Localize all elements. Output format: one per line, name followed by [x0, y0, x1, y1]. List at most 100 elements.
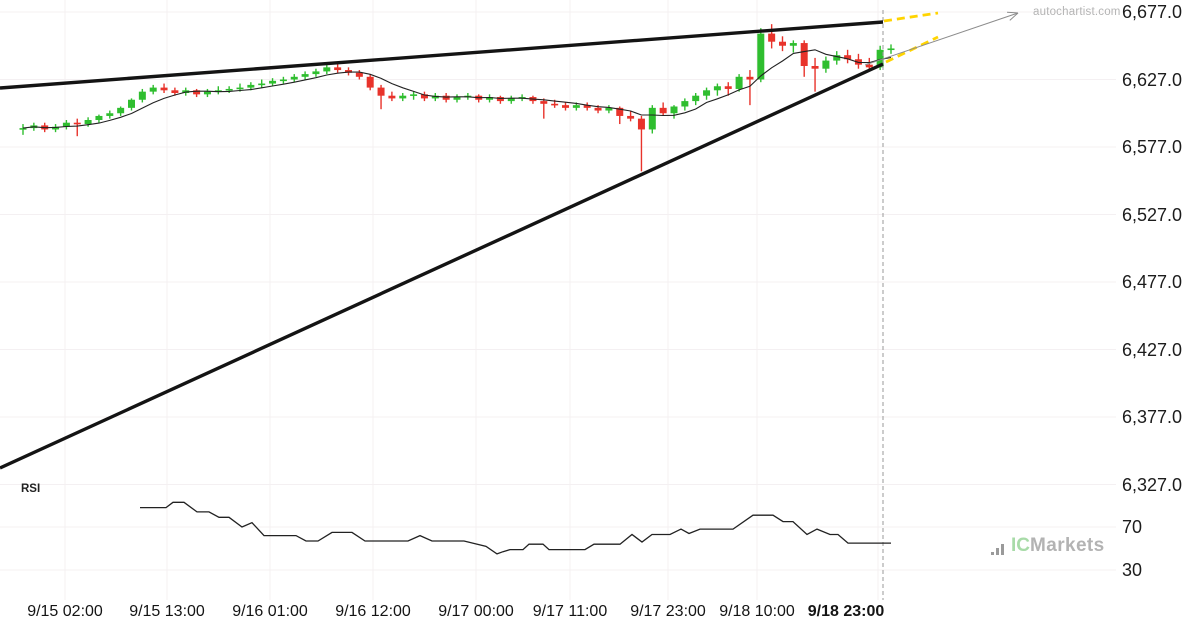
rsi-line: [140, 501, 891, 555]
candle-body: [399, 95, 407, 99]
support-trendline: [0, 62, 884, 470]
candle-body: [52, 126, 60, 130]
time-axis-label: 9/15 13:00: [129, 603, 205, 620]
candle-body: [594, 107, 602, 111]
candle-body: [247, 84, 255, 88]
candle-body: [193, 90, 201, 95]
candle-body: [377, 87, 385, 96]
candle-body: [833, 55, 841, 61]
candle-body: [876, 49, 884, 68]
candle-body: [865, 64, 873, 68]
candle-body: [486, 97, 494, 100]
candle-body: [724, 86, 732, 89]
candle-body: [225, 88, 233, 91]
candle-body: [583, 105, 591, 108]
candle-body: [681, 101, 689, 107]
price-axis-label: 6,627.0: [1122, 69, 1183, 90]
bar-chart-icon: [991, 543, 1004, 555]
price-axis-label: 6,377.0: [1122, 407, 1183, 427]
candle-body: [312, 71, 320, 75]
candle-body: [323, 67, 331, 72]
candle-body: [746, 76, 754, 80]
candle-body: [334, 67, 342, 71]
time-axis-label: 9/17 23:00: [630, 603, 706, 620]
candle-body: [507, 98, 515, 102]
candle-body: [616, 107, 624, 116]
candle-body: [84, 120, 92, 125]
time-axis-label: 9/16 01:00: [232, 603, 308, 620]
price-axis-label: 6,577.0: [1122, 137, 1183, 157]
candle-body: [269, 80, 277, 84]
candle-body: [453, 97, 461, 100]
candle-body: [692, 95, 700, 102]
candle-body: [551, 103, 559, 106]
forecast-arrow-head: [1009, 12, 1019, 21]
candle-body: [345, 70, 352, 73]
candle-body: [117, 107, 125, 114]
rsi-indicator-label: RSI: [21, 483, 41, 495]
candle-body: [442, 95, 450, 100]
candle-body: [160, 87, 168, 91]
forecast-arrow-head: [1006, 11, 1019, 14]
candle-body: [203, 91, 211, 95]
broker-name-ic: IC: [1011, 535, 1030, 556]
candle-body: [19, 128, 27, 130]
time-axis-label: 9/17 00:00: [438, 603, 514, 620]
broker-watermark: IC Markets: [991, 535, 1105, 557]
candle-body: [149, 87, 157, 92]
candle-body: [844, 55, 852, 60]
candle-body: [301, 74, 309, 77]
candle-body: [431, 95, 439, 99]
price-axis-label: 6,327.0: [1122, 474, 1183, 495]
candle-body: [279, 79, 287, 82]
candle-body: [779, 41, 786, 46]
candle-body: [811, 66, 819, 69]
price-axis-label: 6,527.0: [1122, 204, 1183, 225]
candle-body: [138, 91, 146, 100]
rsi-scale-label: 30: [1122, 560, 1143, 580]
candle-body: [637, 118, 645, 130]
candle-body: [735, 76, 743, 89]
candle-body: [420, 94, 428, 99]
candle-body: [62, 122, 70, 127]
autochartist-watermark: autochartist.com: [1033, 6, 1121, 18]
candle-body: [388, 95, 396, 99]
forecast-upper-dash: [883, 11, 939, 23]
forecast-arrow-line: [864, 12, 1019, 66]
candle-body: [757, 33, 765, 80]
candle-body: [171, 90, 179, 93]
candle-body: [214, 90, 222, 92]
rsi-scale-label: 70: [1122, 517, 1143, 537]
candle-body: [366, 76, 374, 88]
candle-body: [540, 101, 548, 104]
candle-body: [605, 107, 613, 111]
broker-name-markets: Markets: [1030, 535, 1105, 556]
candle-body: [659, 107, 667, 114]
time-axis-label: 9/16 12:00: [335, 603, 411, 620]
moving-average-line: [22, 49, 892, 129]
price-axis-label: 6,427.0: [1122, 339, 1183, 360]
candle-body: [768, 33, 776, 42]
candle-body: [410, 94, 418, 96]
candle-body: [789, 43, 797, 46]
time-axis-label: 9/17 11:00: [532, 603, 608, 620]
candle-body: [496, 97, 504, 102]
candle-body: [95, 115, 103, 120]
time-axis-label: 9/18 10:00: [719, 603, 795, 620]
candle-body: [572, 105, 580, 108]
candle-body: [627, 115, 635, 119]
time-axis-label: 9/15 02:00: [27, 603, 103, 620]
candle-body: [106, 113, 114, 116]
candle-body: [562, 105, 569, 108]
candle-body: [822, 60, 830, 69]
candle-body: [887, 48, 895, 51]
candle-body: [713, 86, 721, 91]
candle-body: [355, 72, 363, 77]
price-axis-label: 6,477.0: [1122, 272, 1183, 292]
resistance-trendline: [0, 20, 884, 90]
candle-body: [73, 122, 81, 125]
time-axis-label: 9/18 23:00: [807, 603, 885, 620]
candle-body: [703, 90, 711, 96]
